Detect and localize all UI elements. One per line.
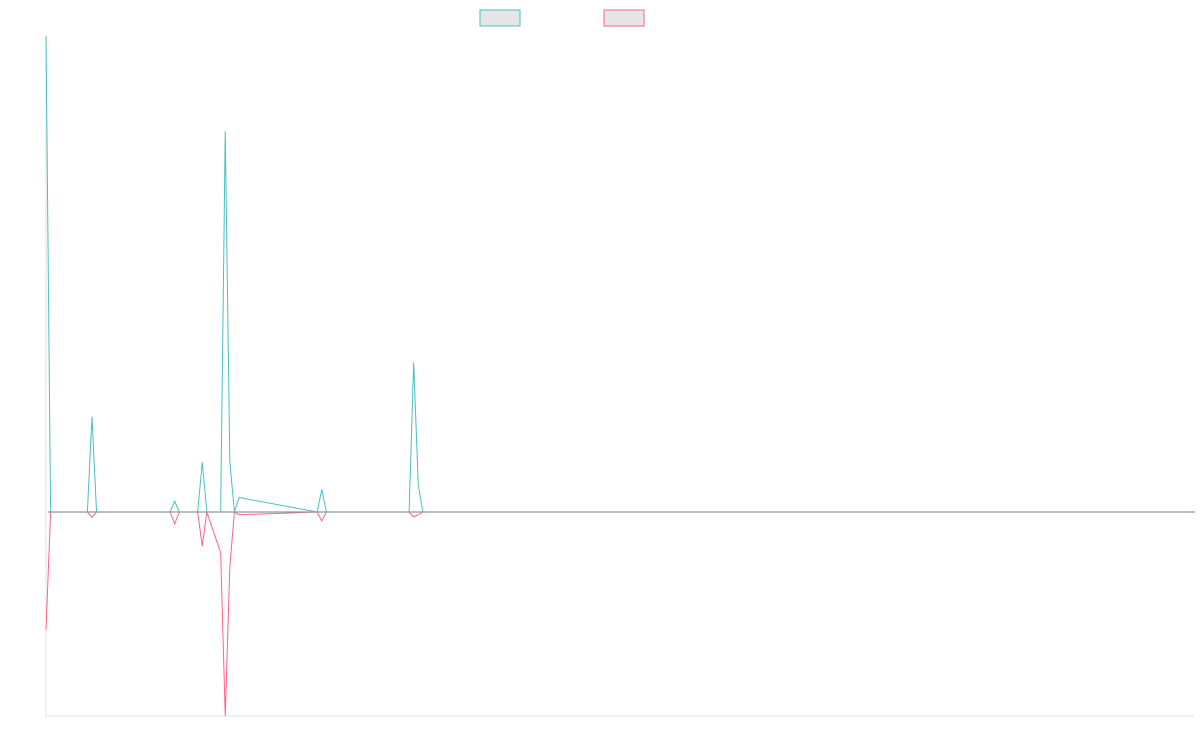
legend-swatch-1: [479, 9, 521, 27]
legend-swatch-2: [603, 9, 645, 27]
series-layer: [45, 35, 1195, 717]
axes: [45, 36, 1195, 717]
series-2-line: [45, 511, 1195, 717]
legend: [479, 9, 645, 27]
series-1-line: [45, 35, 1195, 513]
